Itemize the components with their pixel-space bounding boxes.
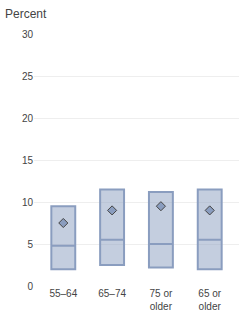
svg-text:25: 25 (22, 71, 34, 82)
svg-text:75 orolder: 75 orolder (150, 288, 173, 312)
svg-text:65–74: 65–74 (98, 288, 126, 299)
svg-text:5: 5 (27, 239, 33, 250)
svg-text:15: 15 (22, 155, 34, 166)
svg-text:Percent: Percent (5, 7, 47, 21)
svg-text:0: 0 (27, 281, 33, 292)
svg-text:55–64: 55–64 (49, 288, 77, 299)
svg-text:65 orolder: 65 orolder (198, 288, 221, 312)
svg-text:30: 30 (22, 29, 34, 40)
svg-text:20: 20 (22, 113, 34, 124)
svg-text:10: 10 (22, 197, 34, 208)
